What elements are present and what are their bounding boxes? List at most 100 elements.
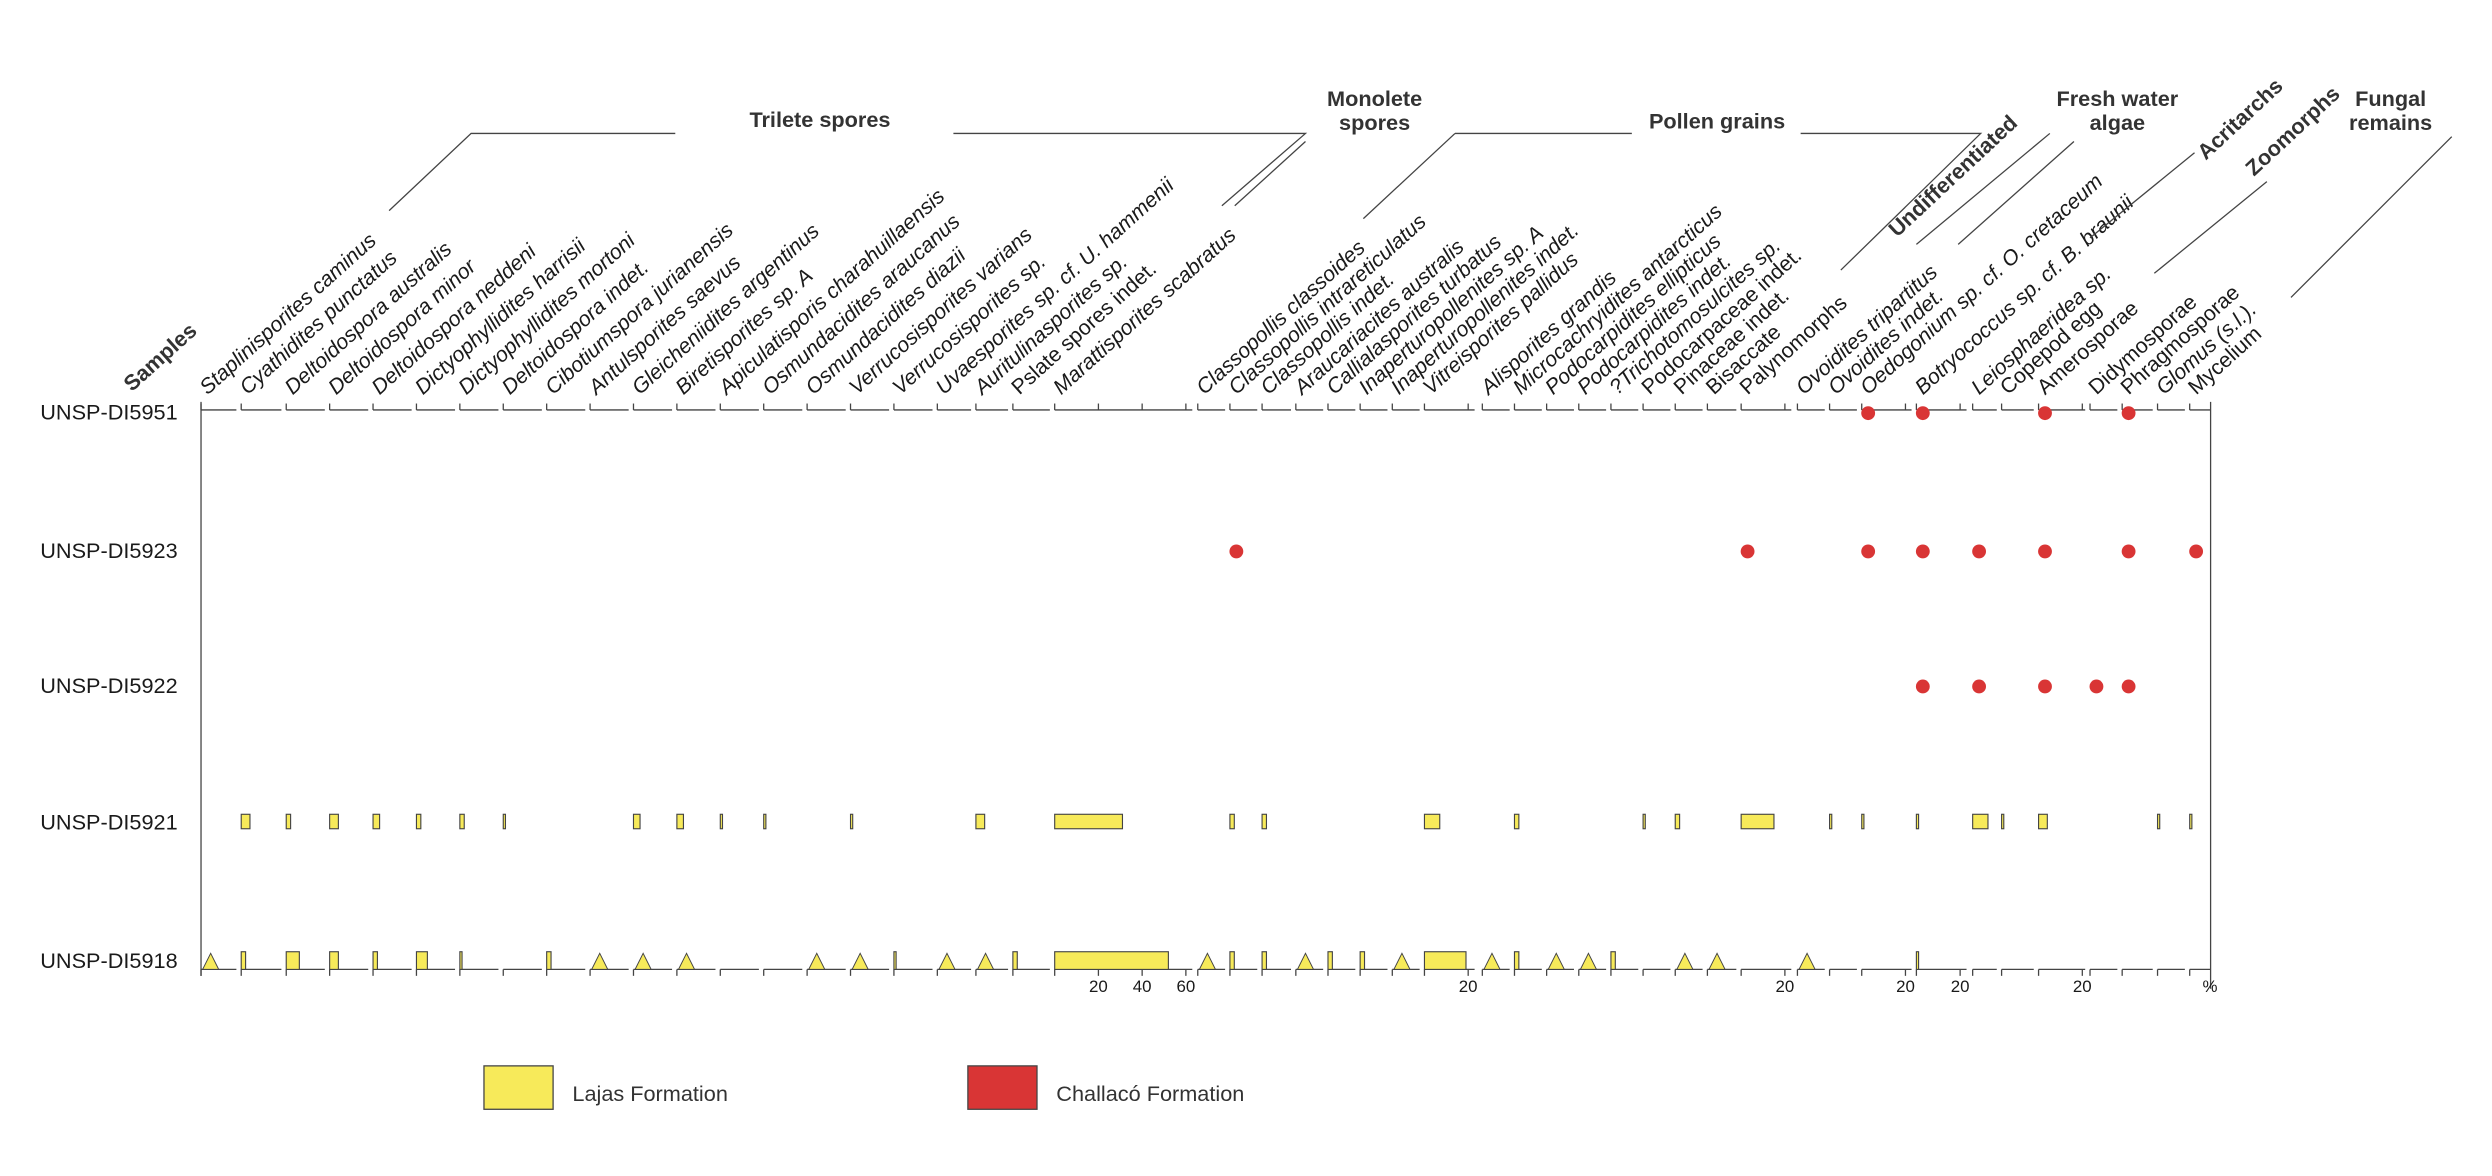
- presence-dot: [2121, 406, 2136, 421]
- abundance-bar: [632, 813, 641, 830]
- presence-dot: [1861, 406, 1876, 421]
- scale-label: 20: [1896, 977, 1915, 996]
- abundance-bar: [1359, 951, 1366, 970]
- presence-dot: [1229, 544, 1244, 559]
- presence-triangle: [590, 952, 609, 970]
- scale-label: 60: [1176, 977, 1195, 996]
- abundance-bar: [1915, 951, 1920, 970]
- group-label: Pollen grains: [1649, 109, 1785, 134]
- group-leader: [2089, 152, 2195, 239]
- abundance-bar: [372, 951, 378, 970]
- abundance-bar: [1674, 813, 1681, 830]
- presence-triangle: [201, 952, 220, 970]
- abundance-bar: [240, 813, 251, 830]
- samples-header: Samples: [119, 318, 202, 396]
- abundance-bar: [2156, 813, 2161, 830]
- abundance-bar: [1012, 951, 1018, 970]
- abundance-bar: [763, 813, 767, 830]
- abundance-bar: [285, 951, 300, 970]
- legend-swatch: [967, 1065, 1038, 1110]
- presence-triangle: [634, 952, 652, 970]
- presence-dot: [1915, 544, 1930, 559]
- abundance-bar: [329, 813, 339, 830]
- presence-dot: [1915, 679, 1930, 694]
- abundance-bar: [1054, 951, 1169, 970]
- sample-label: UNSP-DI5921: [40, 810, 177, 835]
- sample-label: UNSP-DI5918: [40, 948, 177, 973]
- group-leader: [388, 132, 676, 212]
- group-label: Fungal: [2355, 86, 2426, 111]
- abundance-bar: [849, 813, 854, 830]
- abundance-bar: [1261, 813, 1268, 830]
- abundance-bar: [459, 951, 463, 970]
- scale-label: 20: [2073, 977, 2092, 996]
- abundance-bar: [1642, 813, 1646, 830]
- group-label: algae: [2090, 110, 2145, 135]
- group-label: Trilete spores: [749, 107, 890, 132]
- group-leader: [1957, 140, 2075, 245]
- abundance-bar: [1740, 813, 1775, 830]
- abundance-bar: [1229, 951, 1235, 970]
- abundance-bar: [893, 951, 897, 970]
- abundance-bar: [1327, 951, 1333, 970]
- abundance-bar: [372, 813, 381, 830]
- presence-dot: [1915, 406, 1930, 421]
- presence-triangle: [1483, 952, 1501, 970]
- group-leader: [1362, 132, 1456, 220]
- abundance-bar: [1229, 813, 1235, 830]
- group-leader: [1915, 132, 2051, 245]
- legend-label: Lajas Formation: [572, 1081, 728, 1106]
- presence-triangle: [851, 952, 869, 970]
- presence-dot: [2121, 544, 2136, 559]
- presence-dot: [1740, 544, 1755, 559]
- abundance-bar: [329, 951, 339, 970]
- group-label: remains: [2349, 110, 2432, 135]
- abundance-bar: [2189, 813, 2193, 830]
- abundance-bar: [2038, 813, 2048, 830]
- presence-dot: [2189, 544, 2204, 559]
- presence-dot: [2038, 406, 2052, 421]
- group-label: Undifferentiated: [1883, 110, 2022, 242]
- sample-label: UNSP-DI5951: [40, 400, 177, 425]
- legend-label: Challacó Formation: [1056, 1081, 1244, 1106]
- abundance-bar: [546, 951, 552, 970]
- abundance-bar: [1054, 813, 1124, 830]
- presence-dot: [2089, 679, 2104, 694]
- presence-dot: [2038, 679, 2052, 694]
- presence-triangle: [938, 952, 956, 970]
- sample-label: UNSP-DI5922: [40, 673, 177, 698]
- presence-triangle: [1198, 952, 1217, 970]
- group-leader: [1800, 132, 1983, 271]
- presence-triangle: [1676, 952, 1694, 970]
- group-label: Monolete: [1327, 86, 1422, 111]
- abundance-bar: [1513, 951, 1520, 970]
- abundance-bar: [1915, 813, 1920, 830]
- group-label: Fresh water: [2056, 86, 2178, 111]
- abundance-bar: [240, 951, 247, 970]
- presence-triangle: [1393, 952, 1411, 970]
- presence-triangle: [1798, 952, 1816, 970]
- abundance-bar: [285, 813, 292, 830]
- abundance-bar: [975, 813, 986, 830]
- legend-swatch: [483, 1065, 554, 1110]
- abundance-bar: [676, 813, 685, 830]
- abundance-bar: [1423, 951, 1467, 970]
- presence-triangle: [976, 952, 995, 970]
- unit-label: %: [2203, 977, 2218, 996]
- abundance-bar: [459, 813, 465, 830]
- presence-dot: [1861, 544, 1876, 559]
- sample-label: UNSP-DI5923: [40, 538, 177, 563]
- group-leader: [953, 132, 1308, 207]
- abundance-bar: [415, 951, 428, 970]
- abundance-bar: [1610, 951, 1616, 970]
- abundance-bar: [1423, 813, 1441, 830]
- scale-label: 20: [1459, 977, 1478, 996]
- scale-label: 40: [1133, 977, 1152, 996]
- presence-triangle: [1708, 952, 1726, 970]
- abundance-bar: [719, 813, 724, 830]
- presence-triangle: [1296, 952, 1315, 970]
- abundance-bar: [1513, 813, 1520, 830]
- group-leader: [1234, 140, 1306, 207]
- presence-dot: [1972, 679, 1987, 694]
